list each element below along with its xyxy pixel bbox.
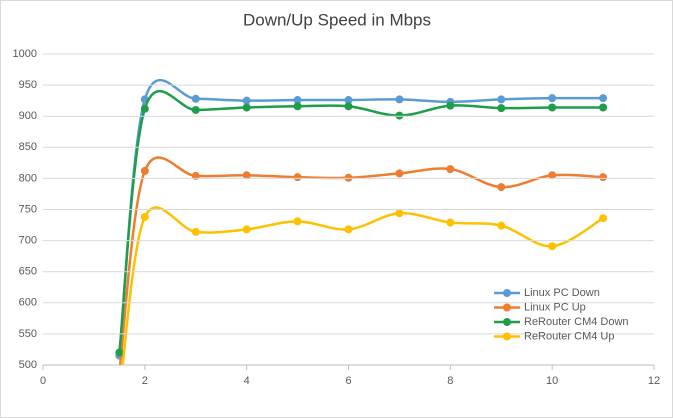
data-point (140, 212, 149, 221)
data-point (115, 348, 124, 357)
data-point (242, 171, 251, 180)
legend-label: Linux PC Up (524, 301, 586, 313)
y-tick-label: 700 (19, 235, 37, 247)
x-tick-label: 8 (447, 375, 453, 387)
x-tick-label: 2 (142, 375, 148, 387)
data-point (242, 103, 251, 112)
data-point (191, 227, 200, 236)
data-point (344, 96, 353, 105)
data-point (242, 225, 251, 234)
y-tick-label: 1000 (13, 48, 37, 60)
y-tick-label: 650 (19, 266, 37, 278)
x-tick-label: 12 (648, 375, 660, 387)
y-tick-label: 750 (19, 203, 37, 215)
data-point (548, 103, 557, 112)
y-tick-label: 950 (19, 79, 37, 91)
data-point (293, 173, 302, 182)
data-point (140, 166, 149, 175)
data-point (293, 96, 302, 105)
data-point (344, 225, 353, 234)
y-tick-label: 800 (19, 172, 37, 184)
data-point (548, 171, 557, 180)
data-point (191, 94, 200, 103)
data-point (395, 95, 404, 104)
x-tick-label: 4 (244, 375, 250, 387)
data-point (497, 183, 506, 192)
legend-marker (503, 289, 511, 297)
data-point (395, 209, 404, 218)
chart-title: Down/Up Speed in Mbps (243, 10, 431, 29)
data-point (293, 217, 302, 226)
data-point (395, 169, 404, 178)
data-point (548, 242, 557, 251)
legend-marker (503, 318, 511, 326)
legend-label: Linux PC Down (524, 287, 600, 299)
data-point (497, 221, 506, 230)
data-point (497, 104, 506, 113)
data-point (599, 173, 608, 182)
legend-label: ReRouter CM4 Down (524, 316, 629, 328)
series-line (121, 206, 604, 365)
data-point (344, 173, 353, 182)
data-point (293, 102, 302, 111)
y-tick-label: 850 (19, 141, 37, 153)
data-point (599, 103, 608, 112)
x-tick-label: 6 (345, 375, 351, 387)
data-point (395, 111, 404, 120)
data-point (599, 214, 608, 223)
data-point (140, 104, 149, 113)
data-point (344, 102, 353, 111)
data-point (548, 94, 557, 103)
y-tick-label: 600 (19, 297, 37, 309)
data-point (599, 94, 608, 103)
data-point (446, 101, 455, 110)
data-point (497, 95, 506, 104)
y-tick-label: 900 (19, 110, 37, 122)
legend-label: ReRouter CM4 Up (524, 330, 614, 342)
data-point (446, 165, 455, 174)
y-tick-label: 500 (19, 359, 37, 371)
data-point (446, 218, 455, 227)
legend-marker (503, 332, 511, 341)
legend-marker (503, 303, 511, 312)
data-point (191, 105, 200, 114)
x-tick-label: 0 (40, 375, 46, 387)
data-point (242, 96, 251, 105)
x-tick-label: 10 (546, 375, 558, 387)
y-tick-label: 550 (19, 328, 37, 340)
